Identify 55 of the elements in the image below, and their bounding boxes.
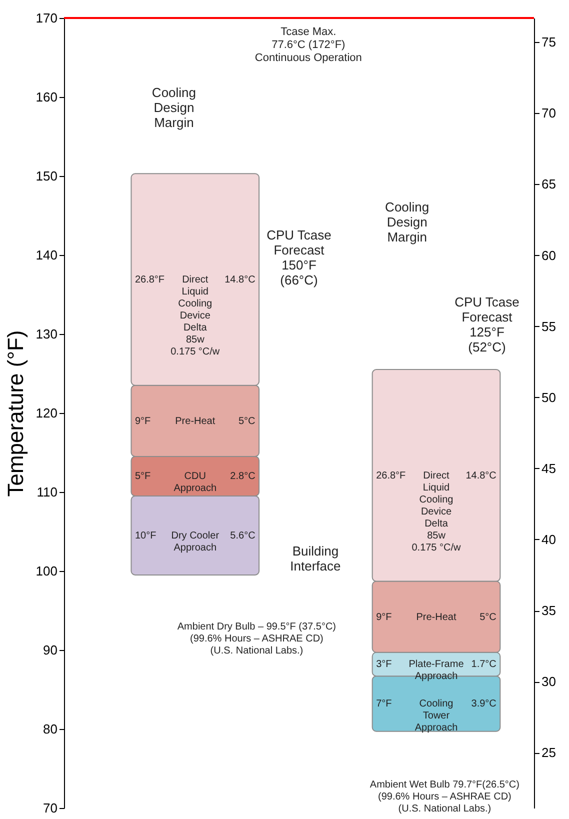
annotation: Ambient Wet Bulb 79.7°F(26.5°C) (99.6% Hours – ASHRAE CD) (U.S. National Labs.)	[370, 779, 520, 814]
text: Pre-Heat	[175, 416, 216, 427]
data-label: 26.8°F	[134, 274, 165, 286]
y2-tick-label: 60	[542, 248, 556, 263]
series-label: Pre-Heat	[416, 612, 456, 623]
y-tick-label: 170	[36, 10, 58, 26]
annotation: Building Interface	[290, 543, 341, 574]
y-tick-label: 130	[36, 326, 58, 342]
annotation: CPU Tcase Forecast 150°F (66°C)	[266, 227, 332, 288]
annotation: 5°C	[238, 416, 256, 427]
ref-line-label: Tcase Max. 77.6°C (172°F) Continuous Operation	[254, 26, 362, 64]
series-label: Plate-Frame Approach	[408, 659, 464, 682]
y-tick-label: 120	[36, 406, 58, 420]
annotation: 14.8°C	[466, 470, 496, 482]
annotation: Cooling Design Margin	[385, 200, 430, 245]
y2-tick-label: 75	[542, 34, 556, 50]
series-label: Cooling Tower Approach	[414, 698, 458, 734]
annotation: 14.8°C	[224, 274, 256, 286]
y2-tick-label: 30	[542, 674, 556, 690]
data-label: 3°F	[376, 659, 392, 670]
data-label: 26.8°F	[376, 470, 406, 482]
data-label: 9°F	[376, 612, 392, 623]
annotation: CPU Tcase Forecast 125°F (52°C)	[454, 294, 520, 354]
y2-tick-label: 50	[542, 390, 556, 405]
y2-tick-label: 65	[542, 176, 556, 192]
y-tick-label: 70	[43, 800, 58, 816]
series-label: Direct Liquid Cooling Device Delta 85w 0.175 °C/w	[170, 274, 220, 358]
series-label: Dry Cooler Approach	[171, 530, 220, 554]
annotation: 3.9°C	[471, 698, 496, 710]
y-tick-label: 160	[36, 90, 58, 104]
y-axis-title: Temperature (°F)	[2, 330, 28, 497]
annotation: 5.6°C	[230, 530, 256, 542]
annotation: Cooling Design Margin	[152, 85, 196, 130]
data-label: 10°F	[134, 530, 156, 542]
y2-tick-label: 40	[542, 532, 556, 547]
y2-tick-label: 45	[542, 460, 556, 476]
y-tick-label: 100	[36, 564, 58, 578]
annotation: 2.8°C	[230, 471, 256, 482]
data-label: 7°F	[376, 698, 392, 710]
data-label: 5°F	[134, 471, 151, 482]
y2-tick-label: 35	[542, 603, 556, 618]
y-tick-label: 80	[43, 722, 58, 736]
y-tick-label: 140	[36, 248, 58, 262]
y2-tick-label: 55	[542, 318, 556, 334]
annotation: 1.7°C	[471, 659, 496, 670]
y2-tick-label: 25	[542, 745, 556, 760]
annotation: Ambient Dry Bulb – 99.5°F (37.5°C) (99.6% Hours – ASHRAE CD) (U.S. National Labs.)	[177, 621, 336, 656]
y-tick-label: 150	[36, 168, 58, 184]
series-label: CDU Approach	[174, 471, 217, 494]
y2-tick-label: 70	[542, 106, 556, 121]
annotation: 5°C	[480, 612, 496, 623]
y-tick-label: 90	[43, 642, 58, 658]
data-label: 9°F	[134, 416, 151, 427]
text: Direct Liquid Cooling Device Delta 85w 0.175 °C/w	[412, 470, 461, 554]
y-tick-label: 110	[36, 484, 58, 500]
